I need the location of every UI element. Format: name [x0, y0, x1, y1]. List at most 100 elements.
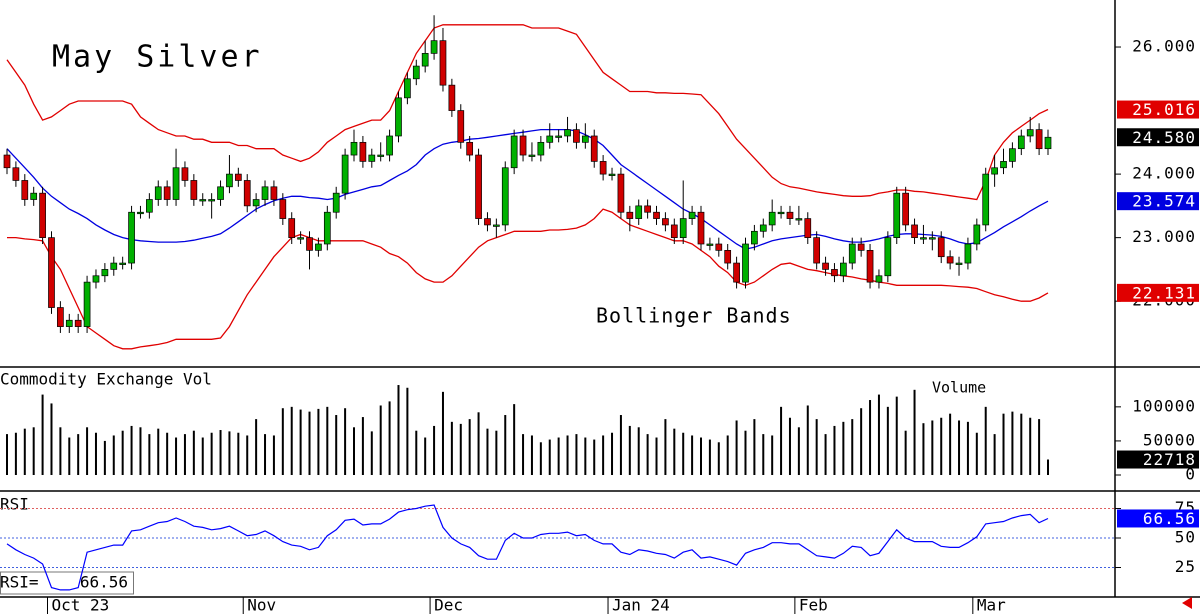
candle-body — [270, 186, 278, 200]
value-tag-label: 22718 — [1143, 450, 1196, 469]
volume-bar — [966, 421, 969, 476]
volume-bar — [281, 408, 284, 476]
volume-bar — [228, 431, 231, 476]
candle-body — [608, 173, 616, 176]
candle-body — [457, 110, 465, 143]
candle-body — [706, 243, 714, 246]
volume-bar — [397, 385, 400, 476]
value-tag-label: 23.574 — [1132, 192, 1196, 211]
candle-body — [404, 78, 411, 99]
candle-body — [65, 319, 73, 327]
candle-body — [1009, 148, 1016, 162]
volume-bar — [166, 432, 169, 476]
x-tick-label: Mar — [977, 596, 1006, 614]
candle-body — [1035, 129, 1043, 150]
candle-body — [368, 154, 376, 162]
volume-bar — [379, 405, 382, 476]
candle-body — [528, 154, 536, 157]
candle-body — [1026, 129, 1034, 137]
value-tag-label: 66.56 — [1143, 509, 1196, 528]
volume-bar — [201, 437, 204, 476]
volume-bar — [94, 432, 97, 476]
annotation: Bollinger Bands — [596, 304, 792, 328]
y-tick-label: 50 — [1175, 528, 1196, 547]
value-tag — [1117, 450, 1199, 469]
volume-bar — [539, 442, 542, 476]
candle-body — [768, 211, 776, 226]
candle-body — [252, 199, 260, 207]
candle-body — [1017, 135, 1025, 150]
volume-bar — [77, 434, 80, 476]
volume-bar — [700, 437, 702, 476]
candle-body — [973, 224, 981, 245]
volume-bar — [344, 408, 347, 476]
value-tag-label: 22.131 — [1132, 283, 1196, 302]
volume-bar — [851, 419, 854, 476]
candle-body — [724, 250, 732, 264]
candle-body — [172, 167, 180, 200]
volume-bar — [308, 411, 311, 476]
candle-body — [92, 275, 100, 283]
candle-body — [448, 84, 456, 111]
candle-body — [626, 211, 634, 219]
volume-bar — [940, 417, 943, 476]
candle-body — [243, 180, 251, 207]
candle-body — [840, 262, 847, 277]
volume-bar — [1038, 419, 1041, 476]
candle-body — [857, 243, 865, 251]
volume-bar — [602, 435, 605, 476]
volume-bar — [59, 427, 62, 476]
bollinger-band — [6, 24, 1049, 201]
volume-bar — [264, 434, 267, 476]
candle-body — [848, 243, 856, 264]
volume-bar — [771, 435, 774, 476]
volume-bar — [993, 434, 996, 476]
volume-bar — [815, 419, 818, 476]
panel-title: RSI — [0, 495, 29, 514]
volume-bar — [388, 401, 391, 476]
volume-bar — [6, 434, 8, 476]
x-tick-label: Feb — [799, 596, 828, 614]
volume-bar — [210, 432, 213, 476]
candle-body — [662, 218, 669, 226]
volume-bar — [14, 432, 17, 476]
scroll-arrow[interactable] — [1182, 597, 1192, 609]
volume-bar — [895, 396, 898, 476]
candle-body — [128, 211, 135, 264]
candle-body — [412, 65, 420, 80]
candle-body — [163, 186, 171, 200]
candle-body — [297, 237, 304, 240]
candle-body — [315, 243, 322, 251]
y-tick-label: 50000 — [1143, 430, 1196, 449]
volume-bar — [130, 425, 133, 476]
candle-body — [590, 135, 598, 162]
candle-body — [510, 135, 518, 169]
candle-body — [813, 237, 821, 264]
candle-body — [893, 192, 901, 238]
value-tag — [1117, 509, 1199, 528]
volume-bar — [1020, 413, 1023, 476]
volume-bar — [41, 394, 44, 476]
volume-bar — [495, 430, 498, 476]
volume-bar — [691, 435, 694, 476]
volume-bar — [628, 425, 631, 476]
candle-body — [119, 262, 127, 265]
volume-bar — [584, 437, 587, 476]
volume-bar — [32, 427, 35, 476]
volume-bar — [682, 432, 685, 476]
panel-title: Commodity Exchange Vol — [0, 370, 212, 389]
readout-label: RSI= — [0, 573, 39, 592]
volume-bar — [1047, 459, 1049, 476]
candle-body — [137, 211, 144, 215]
volume-bar — [877, 394, 880, 476]
candle-body — [146, 199, 153, 213]
candle-body — [715, 243, 723, 251]
volume-bar — [566, 435, 569, 476]
candle-body — [733, 262, 740, 283]
y-tick-label: 0 — [1185, 465, 1196, 484]
candle-body — [804, 218, 812, 238]
candle-body — [83, 281, 91, 327]
candle-body — [217, 186, 224, 200]
volume-bar — [68, 437, 71, 476]
